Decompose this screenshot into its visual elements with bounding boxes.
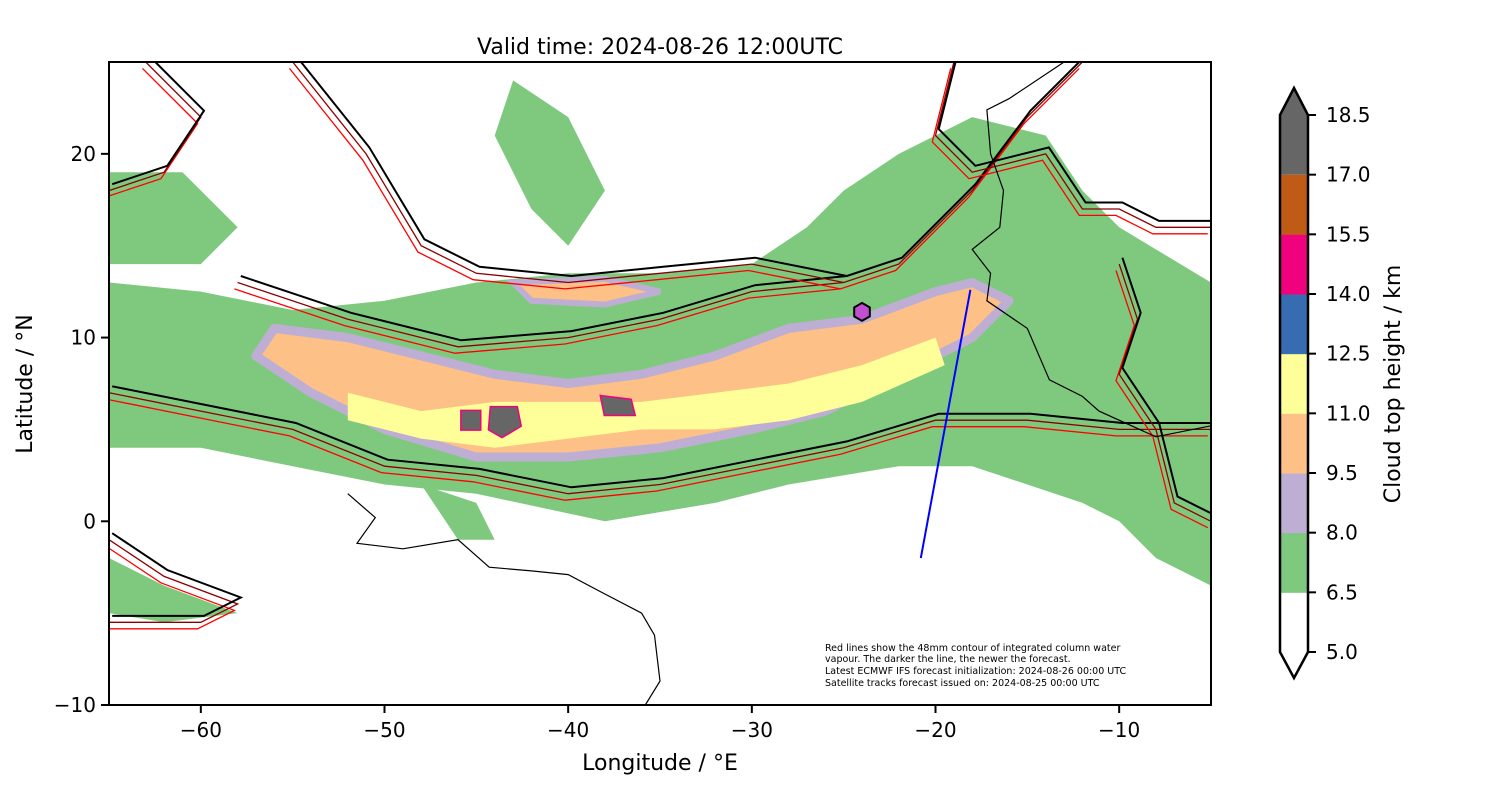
x-tick-label: −20 [914,718,956,742]
colorbar-tick-label: 14.0 [1326,282,1371,306]
annotation-line: vapour. The darker the line, the newer t… [825,654,1071,665]
cwv-48mm-contour [111,532,244,617]
cloud-region-above-17km [460,409,482,431]
y-tick-label: 0 [83,509,96,533]
x-axis-label: Longitude / °E [582,751,738,776]
annotation-line: Red lines show the 48mm contour of integ… [825,643,1120,654]
coastline-africa [971,62,1211,438]
x-tick-label: −60 [180,718,222,742]
cloud-region-6.5-8km [109,558,238,623]
cwv-48mm-contour [109,539,240,623]
cloud-region-above-17km [599,394,637,417]
cwv-48mm-contour [1121,257,1211,515]
coastline-south-america [347,493,661,705]
y-axis-label: Latitude / °N [13,314,38,453]
cwv-48mm-contour [931,68,1208,235]
cwv-48mm-contour [1118,263,1211,522]
colorbar-swatch [1280,413,1308,474]
colorbar-tick-label: 8.0 [1326,521,1358,545]
cwv-48mm-contour [292,62,844,284]
x-tick-label: −50 [363,718,405,742]
colorbar-tick-label: 17.0 [1326,163,1371,187]
colorbar-swatch [1280,532,1308,593]
colorbar-tick-label: 15.5 [1326,222,1371,246]
cwv-48mm-contour [109,399,1208,501]
cwv-48mm-contour [937,62,1211,222]
hexagon-marker [853,301,871,323]
x-tick-label: −30 [731,718,773,742]
colorbar-tick-label: 6.5 [1326,580,1358,604]
y-tick-label: 10 [71,326,96,350]
colorbar-swatch [1280,592,1308,678]
colorbar-tick-label: 5.0 [1326,640,1358,664]
map-frame [108,61,1212,706]
cwv-48mm-contour [109,392,1211,495]
y-tick-label: 20 [71,142,96,166]
colorbar-tick-label: 18.5 [1326,103,1371,127]
cloud-region-6.5-8km [421,484,495,540]
cloud-region-6.5-8km [109,172,238,265]
x-tick-label: −10 [1098,718,1140,742]
cwv-48mm-contour [112,385,1211,489]
colorbar: 5.0 6.5 8.0 9.5 11.0 12.5 14.0 15.5 17.0 18.5 [1278,85,1371,681]
satellite-track-line [919,289,972,559]
colorbar-tick-label: 11.0 [1326,401,1371,425]
colorbar-tick-label: 9.5 [1326,461,1358,485]
colorbar-tick-label: 12.5 [1326,342,1371,366]
cwv-48mm-contour [299,62,848,278]
cloud-region-above-17km [487,405,523,439]
annotation-text: Red lines show the 48mm contour of integ… [825,643,1126,689]
map-area [109,62,1211,705]
colorbar-label: Cloud top height / km [1381,265,1406,504]
x-tick-label: −40 [547,718,589,742]
cwv-48mm-contour [1115,270,1209,529]
cwv-48mm-contour [934,62,1211,228]
axes: −60 −50 −40 −30 −20 −10 −10 0 10 20 [54,142,1140,742]
map-title: Valid time: 2024-08-26 12:00UTC [477,35,843,60]
colorbar-swatch [1280,353,1308,414]
cwv-48mm-contour [109,547,237,630]
colorbar-swatch [1280,174,1308,235]
annotation-line: Satellite tracks forecast issued on: 202… [825,678,1100,689]
colorbar-swatch [1280,473,1308,534]
colorbar-swatch [1280,294,1308,355]
cwv-48mm-contour [111,62,206,186]
cwv-48mm-contour [288,67,841,290]
cwv-48mm-contour [240,62,1081,342]
cloud-region-6.5-8km [494,80,605,246]
colorbar-swatch [1280,234,1308,295]
cwv-48mm-contour [237,62,1083,348]
y-tick-label: −10 [54,693,96,717]
cwv-48mm-contour [109,67,199,197]
annotation-line: Latest ECMWF IFS forecast initialization… [825,666,1126,677]
cwv-48mm-contour [234,67,1080,354]
colorbar-swatch [1280,88,1308,175]
cloud-region-9.5-11km [506,275,661,308]
cloud-region-6.5-8km [109,117,1211,586]
